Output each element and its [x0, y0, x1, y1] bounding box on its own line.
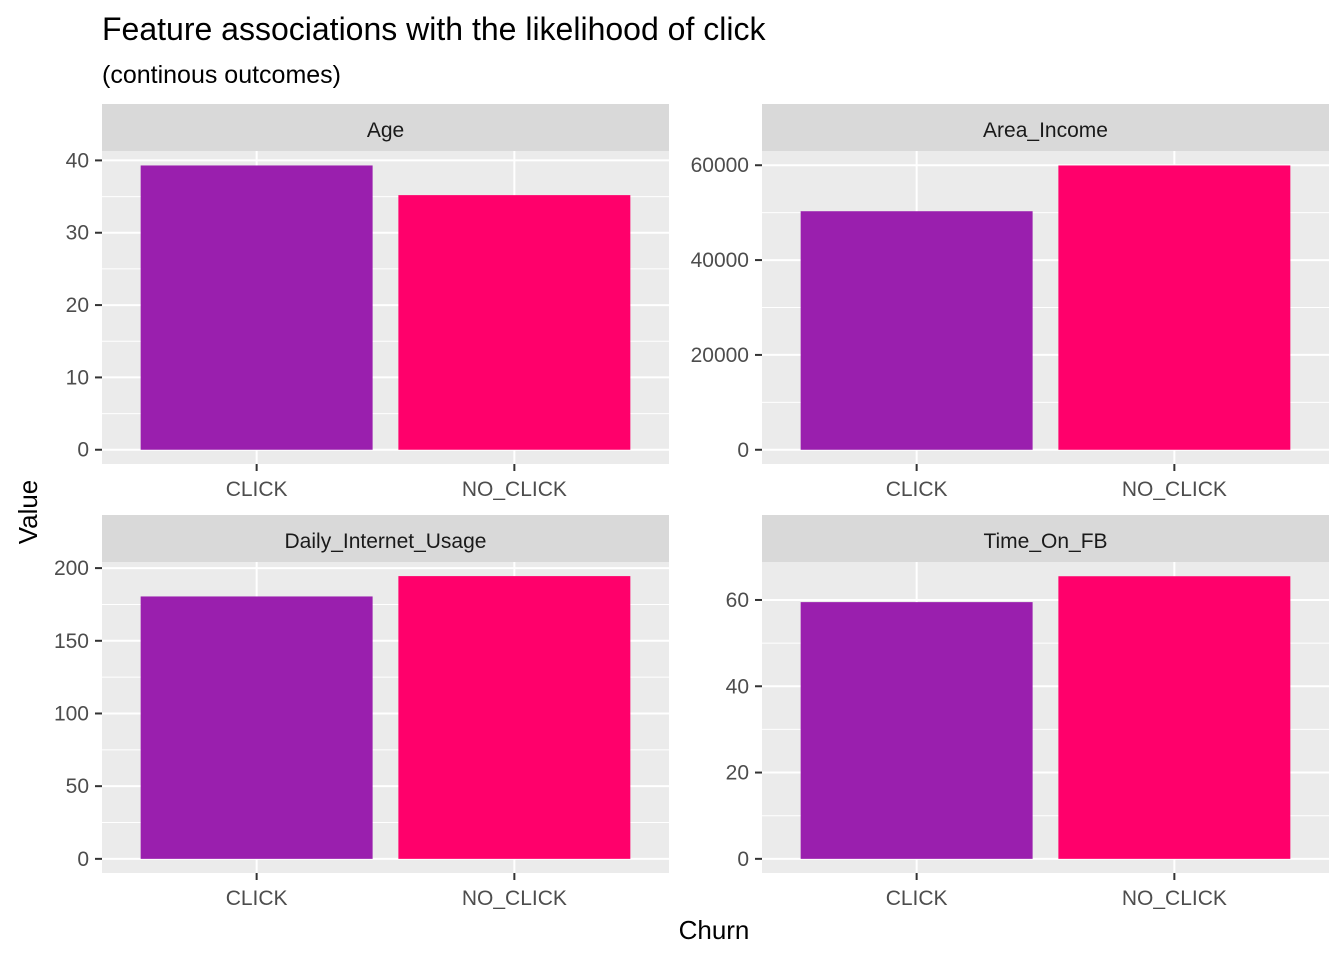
bar-click — [800, 211, 1033, 450]
facet-area-income: Area_Income 0 20000 40000 60000 CLICK NO_CLICK — [691, 104, 1329, 501]
y-tick-label: 40 — [66, 149, 89, 172]
y-tick-label: 20 — [726, 762, 749, 785]
y-axis-title: Value — [13, 480, 43, 545]
bar-click — [140, 596, 373, 859]
y-tick-label: 20000 — [691, 344, 749, 367]
x-tick-label: CLICK — [886, 887, 948, 910]
y-tick-label: 40000 — [691, 249, 749, 272]
y-tick-label: 10 — [66, 366, 89, 389]
y-tick-label: 0 — [77, 439, 89, 462]
facet-strip — [102, 104, 669, 151]
y-tick-label: 30 — [66, 222, 89, 245]
y-tick-label: 60000 — [691, 154, 749, 177]
y-tick-label: 60 — [726, 589, 749, 612]
facet-strip — [762, 515, 1329, 562]
y-tick-label: 0 — [737, 439, 749, 462]
y-tick-label: 50 — [66, 775, 89, 798]
bar-click — [800, 602, 1033, 859]
facet-time-on-fb: Time_On_FB 0 20 40 60 CLICK NO_CLICK — [726, 515, 1329, 910]
y-tick-label: 0 — [77, 848, 89, 871]
facet-strip-label: Daily_Internet_Usage — [285, 530, 487, 553]
bar-no-click — [398, 195, 631, 450]
x-axis-title: Churn — [679, 915, 750, 945]
facet-strip — [102, 515, 669, 562]
y-tick-label: 40 — [726, 675, 749, 698]
facet-strip-label: Time_On_FB — [983, 530, 1107, 553]
facet-strip-label: Age — [367, 119, 404, 142]
facet-daily-internet-usage: Daily_Internet_Usage 0 50 100 150 200 CLICK NO_… — [54, 515, 669, 910]
facet-strip — [762, 104, 1329, 151]
bar-click — [140, 165, 373, 450]
x-tick-label: NO_CLICK — [1122, 887, 1227, 910]
bar-no-click — [398, 576, 631, 859]
chart-title: Feature associations with the likelihood… — [102, 11, 766, 47]
x-tick-label: CLICK — [226, 478, 288, 501]
y-tick-label: 0 — [737, 848, 749, 871]
chart-subtitle: (continous outcomes) — [102, 61, 341, 89]
facet-age: Age 0 10 20 30 40 CLICK NO_CLICK — [66, 104, 669, 501]
x-tick-label: CLICK — [226, 887, 288, 910]
bar-no-click — [1058, 165, 1291, 450]
y-tick-label: 150 — [54, 630, 89, 653]
y-tick-label: 200 — [54, 557, 89, 580]
x-tick-label: NO_CLICK — [462, 887, 567, 910]
x-tick-label: CLICK — [886, 478, 948, 501]
bar-no-click — [1058, 576, 1291, 859]
y-tick-label: 100 — [54, 702, 89, 725]
facet-strip-label: Area_Income — [983, 119, 1108, 142]
x-tick-label: NO_CLICK — [462, 478, 567, 501]
x-tick-label: NO_CLICK — [1122, 478, 1227, 501]
y-tick-label: 20 — [66, 294, 89, 317]
